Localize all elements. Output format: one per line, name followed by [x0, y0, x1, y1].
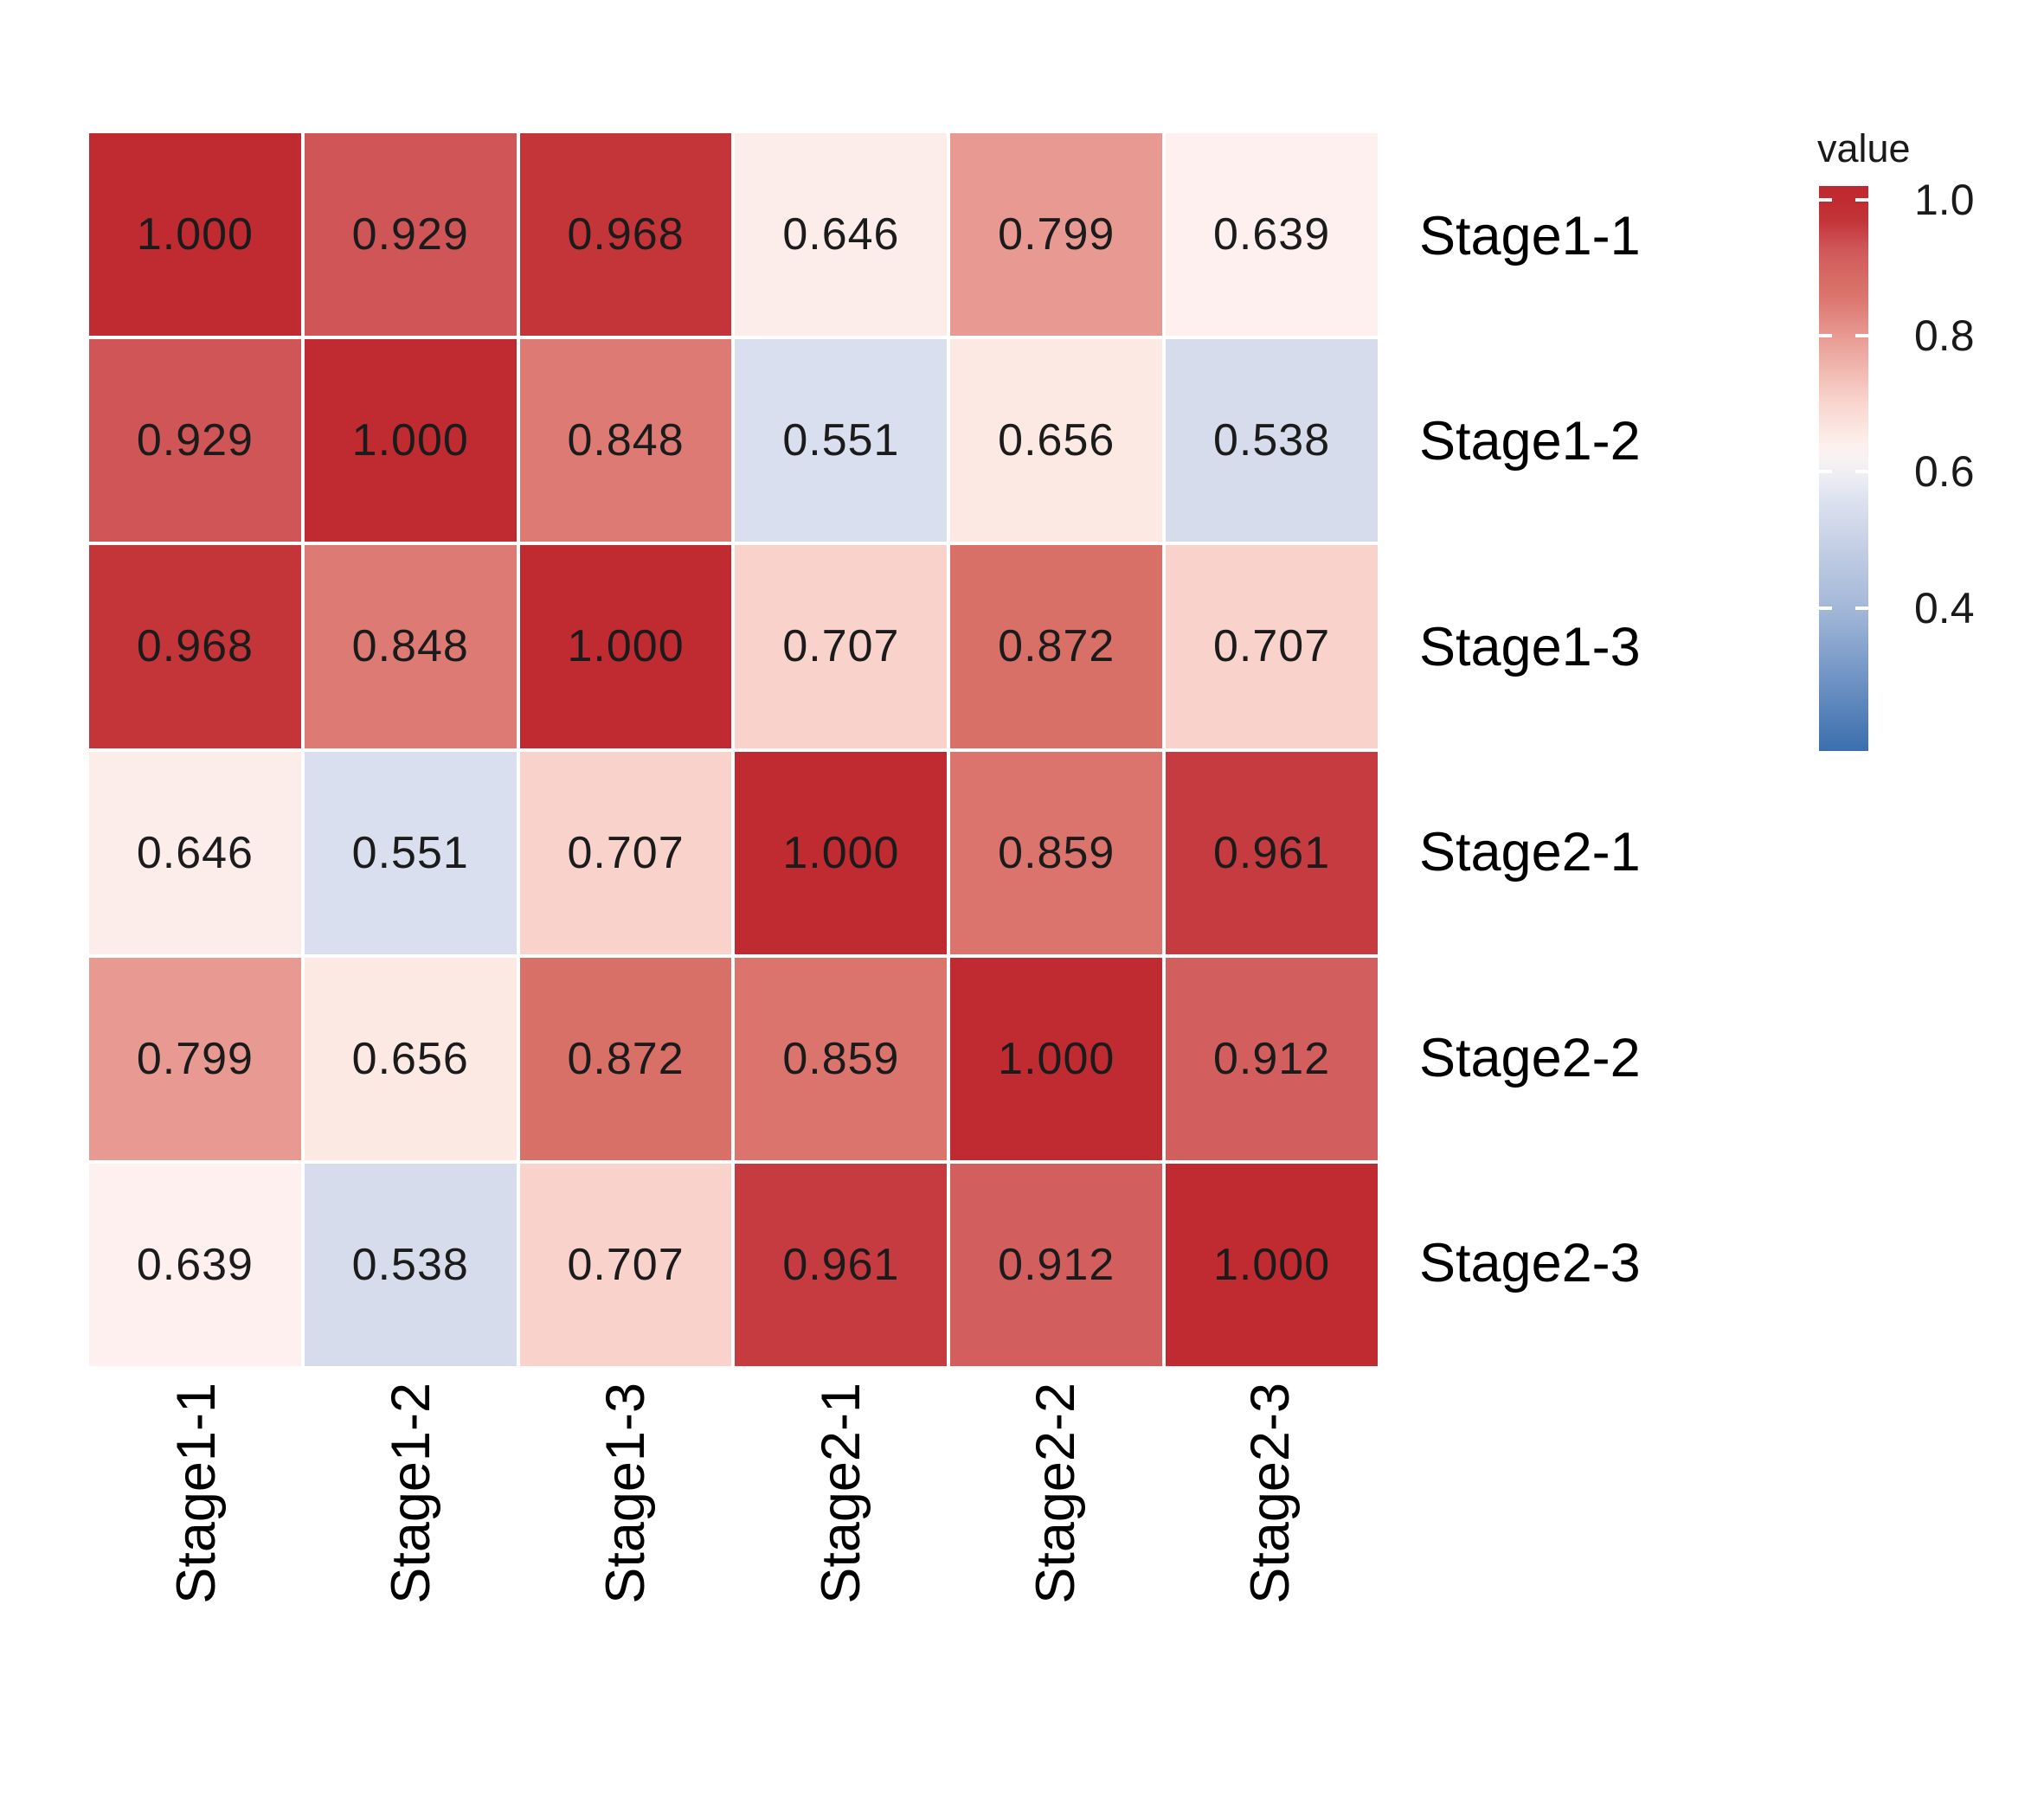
heatmap-cell: 1.000 [735, 751, 948, 954]
column-label: Stage2-3 [1239, 1383, 1301, 1604]
legend-tick-label: 0.6 [1914, 447, 1975, 497]
column-label-slot: Stage2-2 [948, 1383, 1163, 1746]
legend-colorbar [1819, 186, 1868, 751]
column-label-slot: Stage1-1 [89, 1383, 304, 1746]
heatmap-cell: 0.848 [304, 545, 517, 748]
column-label: Stage1-1 [166, 1383, 228, 1604]
heatmap-cell: 0.707 [519, 751, 732, 954]
heatmap-cell: 1.000 [1166, 1163, 1378, 1366]
heatmap-cell: 0.646 [89, 751, 301, 954]
legend-tick-label: 1.0 [1914, 175, 1975, 224]
heatmap-cell: 0.707 [1166, 545, 1378, 748]
column-label: Stage1-3 [595, 1383, 657, 1604]
legend-tick-mark [1819, 470, 1832, 474]
heatmap-cell: 0.872 [519, 957, 732, 1160]
legend-tick-mark [1819, 197, 1832, 202]
heatmap-cell: 0.859 [735, 957, 948, 1160]
column-label-slot: Stage1-3 [518, 1383, 733, 1746]
column-label-slot: Stage1-2 [304, 1383, 518, 1746]
column-label: Stage1-2 [381, 1383, 442, 1604]
heatmap-cell: 1.000 [89, 133, 301, 337]
column-axis-labels: Stage1-1 Stage1-2 Stage1-3 Stage2-1 Stage2-2… [89, 1383, 1378, 1746]
heatmap-cell: 0.646 [735, 133, 948, 337]
legend-tick-label: 0.4 [1914, 583, 1975, 632]
row-label: Stage2-1 [1419, 822, 1641, 883]
heatmap-cell: 1.000 [519, 545, 732, 748]
legend-title: value [1817, 126, 1911, 170]
row-label: Stage2-3 [1419, 1233, 1641, 1294]
heatmap-cell: 0.961 [735, 1163, 948, 1366]
heatmap-cell: 0.656 [304, 957, 517, 1160]
row-label: Stage1-1 [1419, 205, 1641, 266]
heatmap-cell: 0.639 [89, 1163, 301, 1366]
heatmap-cell: 1.000 [304, 339, 517, 542]
heatmap-cell: 0.968 [89, 545, 301, 748]
heatmap-cell: 0.859 [950, 751, 1163, 954]
column-label-slot: Stage2-1 [734, 1383, 948, 1746]
legend-tick-mark [1855, 606, 1868, 610]
legend-tick-mark [1855, 197, 1868, 202]
legend-tick-mark [1855, 334, 1868, 338]
heatmap-cell: 0.929 [304, 133, 517, 337]
heatmap-cell: 0.929 [89, 339, 301, 542]
heatmap-cell: 0.912 [950, 1163, 1163, 1366]
column-label: Stage2-1 [810, 1383, 871, 1604]
heatmap-grid: 1.000 0.929 0.968 0.646 0.799 0.639 0.929 1.000… [89, 133, 1378, 1366]
heatmap-cell: 0.968 [519, 133, 732, 337]
legend-tick-mark [1855, 470, 1868, 474]
heatmap-cell: 0.656 [950, 339, 1163, 542]
row-label: Stage1-2 [1419, 411, 1641, 472]
heatmap-cell: 0.551 [735, 339, 948, 542]
heatmap-cell: 0.707 [519, 1163, 732, 1366]
heatmap-cell: 0.961 [1166, 751, 1378, 954]
heatmap-cell: 0.872 [950, 545, 1163, 748]
row-label: Stage1-3 [1419, 616, 1641, 677]
heatmap-cell: 0.848 [519, 339, 732, 542]
heatmap-cell: 0.538 [304, 1163, 517, 1366]
heatmap-cell: 0.707 [735, 545, 948, 748]
heatmap-cell: 0.799 [950, 133, 1163, 337]
heatmap-cell: 0.639 [1166, 133, 1378, 337]
heatmap-cell: 0.912 [1166, 957, 1378, 1160]
heatmap-cell: 0.538 [1166, 339, 1378, 542]
heatmap-cell: 1.000 [950, 957, 1163, 1160]
heatmap-cell: 0.799 [89, 957, 301, 1160]
heatmap-cell: 0.551 [304, 751, 517, 954]
legend-tick-label: 0.8 [1914, 311, 1975, 361]
legend-tick-mark [1819, 606, 1832, 610]
column-label-slot: Stage2-3 [1163, 1383, 1378, 1746]
legend-tick-mark [1819, 334, 1832, 338]
column-label: Stage2-2 [1025, 1383, 1086, 1604]
row-label: Stage2-2 [1419, 1027, 1641, 1088]
